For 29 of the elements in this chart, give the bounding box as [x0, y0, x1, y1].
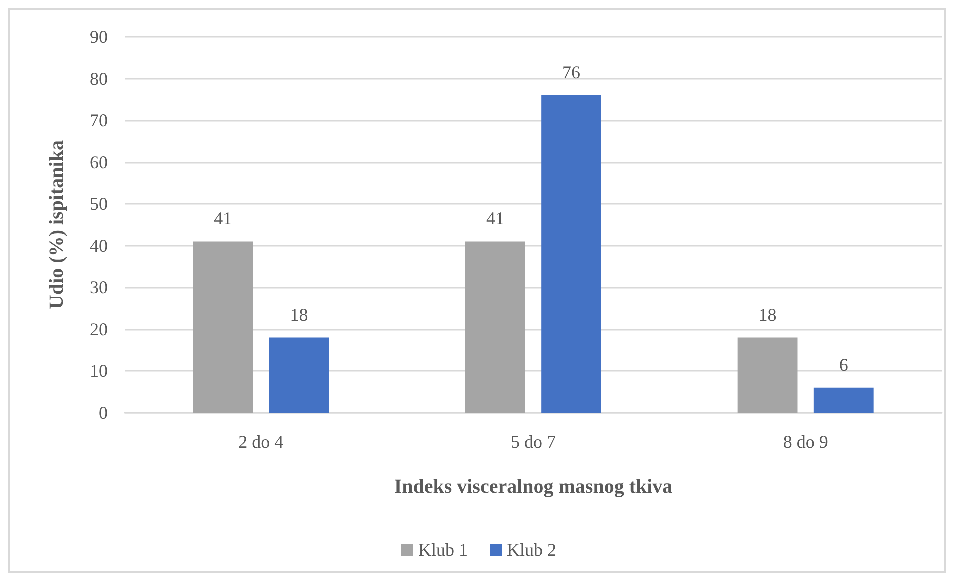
- x-tick-label: 2 do 4: [238, 432, 284, 452]
- y-axis-title: Udio (%) ispitanika: [46, 140, 68, 310]
- y-tick-label: 10: [90, 361, 108, 382]
- data-label: 41: [486, 208, 504, 229]
- data-label: 6: [839, 354, 848, 375]
- x-tick-label: 8 do 9: [783, 432, 828, 452]
- bar: [738, 338, 798, 413]
- y-tick-label: 60: [90, 152, 108, 172]
- y-tick-label: 20: [90, 319, 108, 340]
- bar: [814, 388, 874, 413]
- data-label: 76: [562, 62, 581, 82]
- y-tick-label: 40: [90, 236, 108, 256]
- y-tick-label: 30: [90, 278, 108, 298]
- x-tick-label: 5 do 7: [511, 432, 556, 452]
- x-axis-title: Indeks visceralnog masnog tkiva: [394, 476, 673, 498]
- y-tick-label: 90: [90, 27, 108, 47]
- data-label: 18: [290, 304, 308, 325]
- y-tick-label: 70: [90, 110, 108, 131]
- bar: [466, 242, 526, 413]
- data-label: 41: [214, 208, 232, 229]
- bar: [269, 338, 330, 413]
- data-label: 18: [758, 304, 777, 325]
- legend-label: Klub 2: [507, 540, 556, 560]
- y-tick-label: 80: [90, 68, 108, 89]
- y-tick-label: 50: [90, 194, 108, 214]
- bar: [542, 95, 602, 413]
- y-tick-label: 0: [99, 403, 108, 423]
- legend-label: Klub 1: [418, 540, 468, 560]
- bar: [193, 242, 254, 413]
